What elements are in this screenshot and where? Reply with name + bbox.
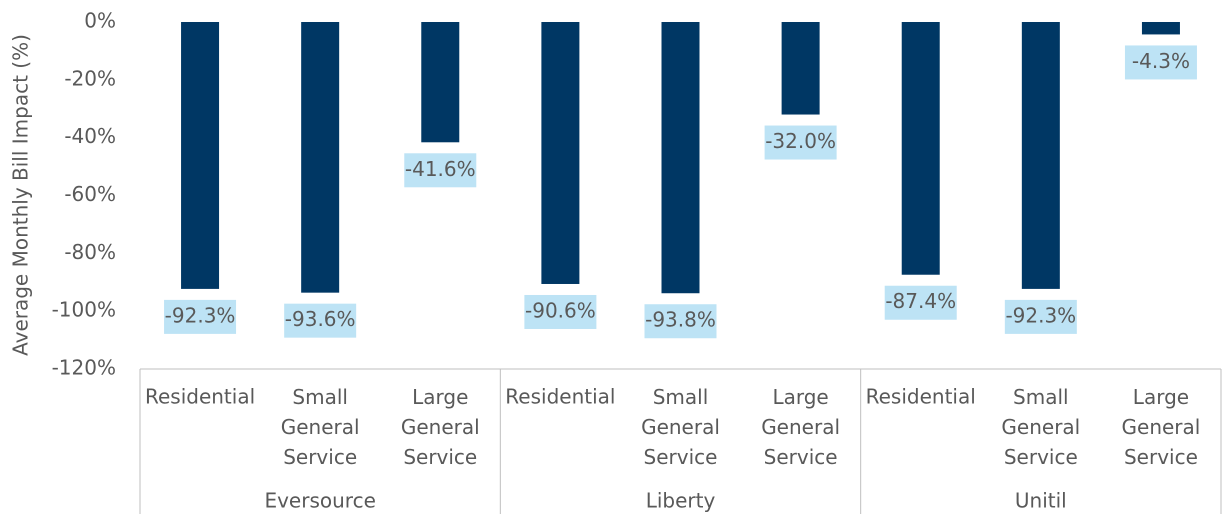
value-label: -93.8% — [645, 308, 716, 332]
x-tick-line: General — [761, 415, 840, 439]
y-tick-label: -20% — [64, 66, 116, 90]
bar — [181, 22, 220, 289]
y-tick-label: -80% — [64, 240, 116, 264]
value-label-box — [764, 125, 837, 160]
bar — [301, 22, 340, 293]
x-tick-line: Large — [1133, 385, 1189, 409]
x-tick-line: General — [1122, 415, 1201, 439]
x-tick-line: General — [641, 415, 720, 439]
value-label: -93.6% — [285, 307, 356, 331]
group-label: Liberty — [646, 489, 716, 513]
value-label-box — [884, 285, 957, 320]
value-label-box — [164, 299, 237, 334]
y-tick-label: 0% — [84, 9, 116, 33]
x-tick-label: Residential — [505, 385, 615, 409]
group-label: Eversource — [264, 489, 375, 513]
y-axis-title: Average Monthly Bill Impact (%) — [9, 34, 33, 356]
value-label-box — [1124, 45, 1197, 80]
x-tick-line: Service — [1004, 445, 1078, 469]
value-label-box — [1004, 299, 1077, 334]
x-tick-line: Service — [283, 445, 357, 469]
x-tick-label: Large General Service — [1122, 385, 1201, 469]
x-tick-line: Small — [292, 385, 348, 409]
value-label-box — [644, 304, 717, 339]
x-tick-line: Small — [1013, 385, 1069, 409]
bar — [901, 22, 940, 275]
value-label: -87.4% — [885, 289, 956, 313]
x-tick-line: General — [1001, 415, 1080, 439]
x-tick-line: Small — [653, 385, 709, 409]
y-tick-label: -40% — [64, 124, 116, 148]
bar — [421, 22, 460, 143]
x-tick-label: Large General Service — [401, 385, 480, 469]
bar — [541, 22, 580, 284]
bar — [1141, 22, 1180, 35]
value-label-box — [524, 294, 597, 329]
value-label: -32.0% — [765, 129, 836, 153]
y-tick-label: -60% — [64, 182, 116, 206]
x-tick-label: Large General Service — [761, 385, 840, 469]
x-tick-line: General — [401, 415, 480, 439]
x-tick-label: Small General Service — [641, 385, 720, 469]
value-label-box — [404, 153, 477, 188]
x-tick-label: Small General Service — [1001, 385, 1080, 469]
value-label: -92.3% — [165, 303, 236, 327]
bar — [781, 22, 820, 115]
bar — [661, 22, 700, 294]
x-tick-line: Service — [403, 445, 477, 469]
value-label: -41.6% — [405, 157, 476, 181]
value-label-box — [284, 303, 357, 338]
value-label: -92.3% — [1005, 303, 1076, 327]
value-label: -90.6% — [525, 298, 596, 322]
x-tick-line: Large — [772, 385, 828, 409]
x-tick-line: Service — [1124, 445, 1198, 469]
x-tick-label: Residential — [145, 385, 255, 409]
y-tick-label: -100% — [52, 298, 116, 322]
y-tick-label: -120% — [52, 356, 116, 380]
x-tick-label: Residential — [866, 385, 976, 409]
bar — [1021, 22, 1060, 289]
value-label: -4.3% — [1132, 49, 1190, 73]
x-tick-line: Large — [412, 385, 468, 409]
group-label: Unitil — [1015, 489, 1067, 513]
x-tick-line: General — [281, 415, 360, 439]
x-tick-label: Small General Service — [281, 385, 360, 469]
x-tick-line: Service — [764, 445, 838, 469]
x-tick-line: Service — [644, 445, 718, 469]
